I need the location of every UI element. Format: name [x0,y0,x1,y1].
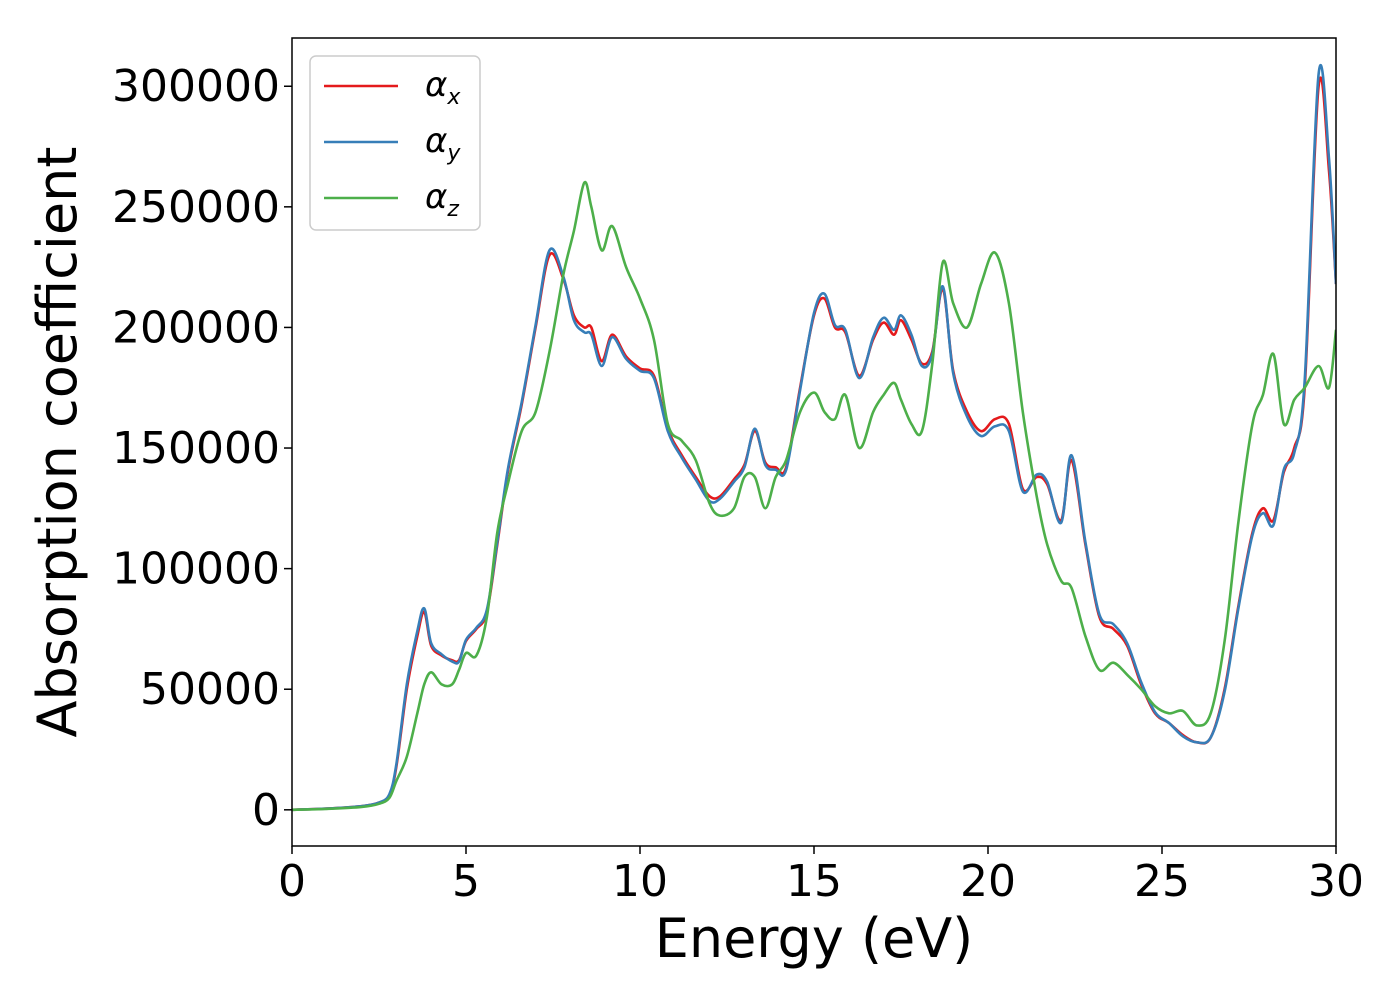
y-tick-label: 150000 [112,423,280,474]
x-tick-label: 20 [960,856,1016,907]
y-tick-label: 0 [252,785,280,836]
series-line-z [292,180,1336,812]
series-line-y [292,63,1336,812]
x-tick-label: 5 [452,856,480,907]
y-axis-title: Absorption coefficient [26,147,89,738]
x-tick-label: 10 [612,856,668,907]
legend-label-y: αy [425,121,461,166]
x-tick-label: 25 [1134,856,1190,907]
legend-label-z: αz [425,177,459,222]
y-tick-label: 200000 [112,302,280,353]
y-tick-label: 300000 [112,61,280,112]
y-tick-label: 250000 [112,182,280,233]
legend: αx αy αz [309,55,481,231]
y-axis: 0 50000 100000 150000 200000 250000 300000 [112,61,292,836]
y-tick-label: 100000 [112,544,280,595]
legend-label-x: αx [425,65,461,110]
x-tick-label: 15 [786,856,842,907]
y-tick-label: 50000 [140,664,280,715]
x-tick-label: 30 [1308,856,1364,907]
x-axis-title: Energy (eV) [655,907,974,970]
x-tick-label: 0 [278,856,306,907]
x-axis: 0 5 10 15 20 25 30 [278,846,1364,907]
series-layer [292,63,1336,812]
